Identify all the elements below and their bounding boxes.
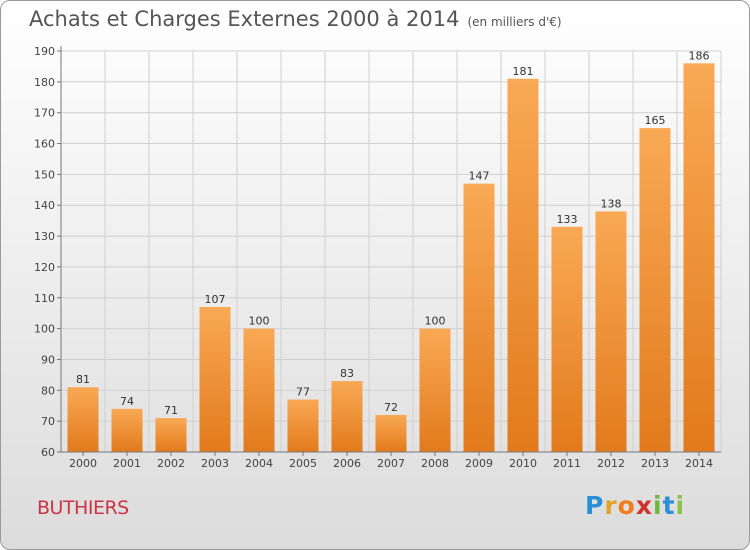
logo-letter: i (653, 491, 663, 520)
x-tick-label: 2011 (553, 457, 581, 470)
x-tick-label: 2002 (157, 457, 185, 470)
proxiti-logo: Proxiti (585, 491, 685, 520)
bar (331, 381, 363, 452)
y-tick-label: 130 (34, 230, 55, 243)
x-tick-label: 2004 (245, 457, 273, 470)
bar (595, 211, 627, 452)
y-tick-label: 90 (41, 353, 55, 366)
x-tick-label: 2003 (201, 457, 229, 470)
data-label: 107 (205, 293, 226, 306)
data-label: 71 (164, 404, 178, 417)
x-tick-label: 2014 (685, 457, 713, 470)
x-tick-label: 2005 (289, 457, 317, 470)
bar (287, 399, 319, 452)
x-tick-label: 2008 (421, 457, 449, 470)
data-label: 100 (249, 315, 270, 328)
data-label: 181 (513, 65, 534, 78)
data-label: 147 (469, 170, 490, 183)
data-label: 165 (645, 114, 666, 127)
logo-letter: r (604, 491, 618, 520)
logo-letter: P (585, 491, 605, 520)
x-tick-label: 2012 (597, 457, 625, 470)
data-label: 138 (601, 197, 622, 210)
y-tick-label: 180 (34, 76, 55, 89)
y-tick-label: 100 (34, 323, 55, 336)
logo-letter: i (675, 491, 686, 520)
data-label: 81 (76, 373, 90, 386)
x-tick-label: 2007 (377, 457, 405, 470)
x-tick-label: 2010 (509, 457, 537, 470)
x-tick-label: 2009 (465, 457, 493, 470)
data-label: 72 (384, 401, 398, 414)
data-label: 133 (557, 213, 578, 226)
x-tick-label: 2006 (333, 457, 361, 470)
bar (67, 387, 99, 452)
chart-title: Achats et Charges Externes 2000 à 2014 (e… (29, 7, 562, 31)
y-tick-label: 140 (34, 199, 55, 212)
x-tick-label: 2000 (69, 457, 97, 470)
y-tick-label: 80 (41, 384, 55, 397)
data-label: 74 (120, 395, 134, 408)
y-tick-label: 170 (34, 107, 55, 120)
bar (463, 183, 495, 452)
bar (507, 78, 539, 452)
bar (375, 414, 407, 452)
bar (639, 128, 671, 452)
y-tick-label: 120 (34, 261, 55, 274)
bar (155, 418, 187, 452)
logo-letter: o (617, 491, 636, 520)
bar (243, 328, 275, 452)
y-tick-label: 190 (34, 45, 55, 58)
y-tick-label: 70 (41, 415, 55, 428)
data-label: 100 (425, 315, 446, 328)
y-tick-label: 150 (34, 168, 55, 181)
chart-subtitle: (en milliers d'€) (467, 15, 562, 29)
bar (419, 328, 451, 452)
data-label: 77 (296, 386, 310, 399)
data-label: 83 (340, 367, 354, 380)
y-tick-label: 60 (41, 446, 55, 459)
y-tick-label: 110 (34, 292, 55, 305)
axes: 60 70 80 90 100 110 120 130 140 150 160 170 180 190 20… (34, 45, 721, 470)
logo-letter: x (635, 491, 653, 520)
logo-letter: t (662, 491, 676, 520)
bars: 81 74 71 107 100 77 83 72 100 147 181 133 138 165 186 (67, 49, 715, 452)
place-name: BUTHIERS (37, 497, 129, 519)
bar (111, 408, 143, 452)
bar (683, 63, 715, 452)
x-tick-label: 2013 (641, 457, 669, 470)
bar (199, 307, 231, 452)
y-tick-label: 160 (34, 138, 55, 151)
bar (551, 226, 583, 452)
x-tick-label: 2001 (113, 457, 141, 470)
data-label: 186 (689, 49, 710, 62)
